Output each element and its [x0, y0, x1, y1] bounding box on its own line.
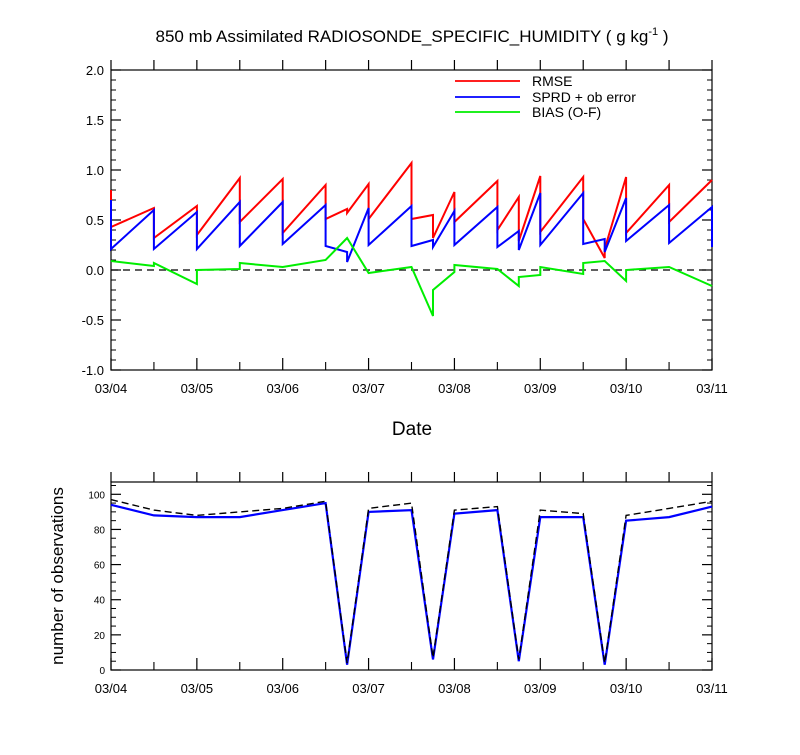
series-bias: [110, 236, 713, 317]
legend-label-sprd: SPRD + ob error: [532, 89, 636, 105]
top-series: [110, 160, 713, 317]
bottom-y-axis: 0 20 40 60 80 100: [88, 485, 712, 677]
top-x-tick-label: 03/05: [181, 381, 214, 396]
legend: RMSE SPRD + ob error BIAS (O-F): [455, 73, 636, 120]
bottom-x-tick-label: 03/04: [95, 681, 128, 696]
bottom-x-tick-label: 03/11: [696, 681, 728, 696]
top-x-tick-label: 03/07: [352, 381, 385, 396]
top-y-tick-label: -0.5: [82, 313, 104, 328]
top-y-tick-label: 1.5: [86, 113, 104, 128]
legend-label-bias: BIAS (O-F): [532, 104, 601, 120]
series-used-observations: [110, 501, 713, 665]
series-sprd-ob-error: [110, 190, 713, 263]
bottom-x-tick-label: 03/08: [438, 681, 471, 696]
bottom-x-tick-label: 03/06: [266, 681, 299, 696]
series-rmse: [110, 160, 713, 259]
bottom-y-tick-label: 0: [99, 666, 105, 677]
bottom-x-axis: 03/04 03/05 03/06 03/07 03/08 03/09 03/10 03/11: [95, 472, 728, 696]
chart-title: 850 mb Assimilated RADIOSONDE_SPECIFIC_H…: [156, 26, 669, 46]
top-x-tick-label: 03/08: [438, 381, 471, 396]
bottom-y-axis-label: number of observations: [48, 487, 67, 665]
bottom-x-tick-label: 03/07: [352, 681, 385, 696]
top-y-tick-label: 2.0: [86, 63, 104, 78]
bottom-y-tick-label: 20: [94, 631, 106, 642]
bottom-series: [110, 498, 713, 665]
top-x-tick-label: 03/06: [266, 381, 299, 396]
bottom-x-tick-label: 03/10: [610, 681, 643, 696]
top-x-axis: 03/04 03/05 03/06 03/07 03/08 03/09 03/10 03/11: [95, 60, 728, 396]
top-x-tick-label: 03/10: [610, 381, 643, 396]
top-y-tick-label: 0.5: [86, 213, 104, 228]
top-y-tick-label: 0.0: [86, 263, 104, 278]
bottom-x-tick-label: 03/09: [524, 681, 557, 696]
top-y-tick-label: 1.0: [86, 163, 104, 178]
top-y-tick-label: -1.0: [82, 363, 104, 378]
bottom-y-tick-label: 40: [94, 596, 106, 607]
bottom-y-tick-label: 60: [94, 561, 106, 572]
top-x-tick-label: 03/09: [524, 381, 557, 396]
legend-label-rmse: RMSE: [532, 73, 572, 89]
series-possible-observations: [110, 498, 713, 664]
top-x-axis-label: Date: [392, 419, 432, 440]
top-x-tick-label: 03/11: [696, 381, 728, 396]
bottom-x-tick-label: 03/05: [181, 681, 214, 696]
bottom-y-tick-label: 80: [94, 525, 106, 536]
bottom-y-tick-label: 100: [88, 490, 105, 501]
top-x-tick-label: 03/04: [95, 381, 128, 396]
top-y-axis: -1.0 -0.5 0.0 0.5 1.0 1.5 2.0: [82, 63, 712, 378]
